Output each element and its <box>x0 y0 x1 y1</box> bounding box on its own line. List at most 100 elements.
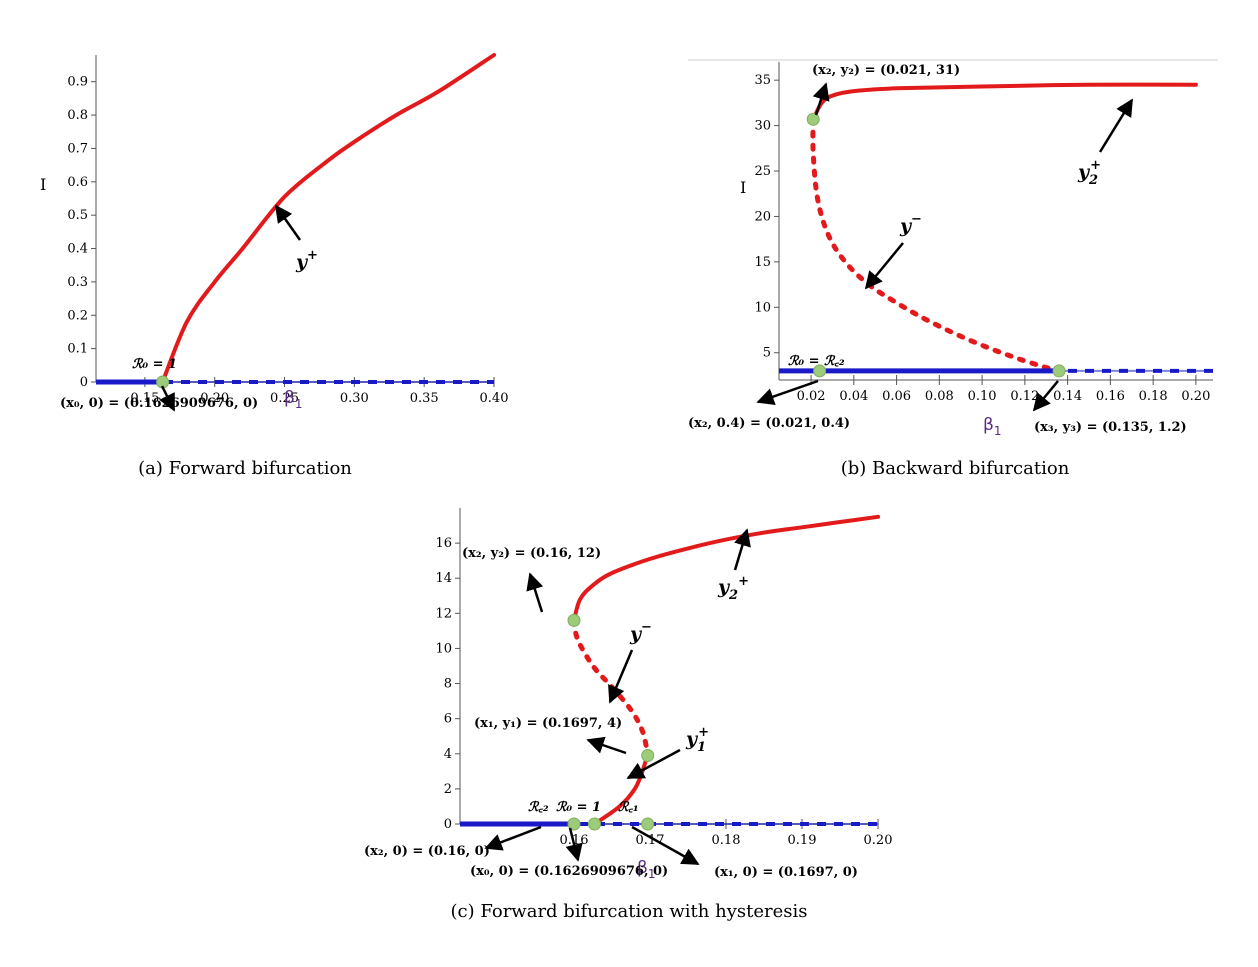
x-tick-label: 0.30 <box>340 391 369 406</box>
panel-a-ylabel: I <box>40 175 46 194</box>
y-tick-label: 0.4 <box>67 242 88 257</box>
y-tick-label: 2 <box>444 782 452 797</box>
equilibrium-point <box>588 817 602 831</box>
panel-a: 0 0.1 0.2 0.3 0.4 0.5 0.6 0.7 0.8 0.9 0.15 0.20 0.25… <box>40 53 508 479</box>
equilibrium-point <box>567 817 581 831</box>
y-tick-label: 5 <box>763 346 771 361</box>
x-tick-label: 0.14 <box>1053 389 1082 404</box>
panel-c-plus2-label: y2+ <box>717 574 749 603</box>
panel-b-curves <box>779 82 1213 374</box>
x-tick-label: 0.08 <box>925 389 954 404</box>
panel-c-right-point-label: (x₁, 0) = (0.1697, 0) <box>714 865 858 880</box>
panel-a-point-arrow <box>159 385 176 412</box>
x-tick-label: 0.16 <box>1096 389 1125 404</box>
x-tick-label: 0.17 <box>636 833 665 848</box>
panel-c-left-arrow <box>484 825 542 851</box>
unstable-branch-line <box>810 116 1060 374</box>
y-tick-label: 0 <box>80 375 88 390</box>
y-tick-label: 16 <box>435 536 452 551</box>
y-tick-label: 14 <box>435 571 452 586</box>
panel-b-right-arrow <box>1032 380 1059 412</box>
panel-c-mid-zero-label: (x₀, 0) = (0.1626909676, 0) <box>470 864 668 879</box>
x-tick-label: 0.20 <box>1181 389 1210 404</box>
panel-c-rc2-label: ℛ꜀₂ <box>528 800 549 815</box>
y-tick-label: 0 <box>444 817 452 832</box>
stable-branch-line <box>572 514 880 623</box>
panel-c-minus-arrow <box>608 649 634 704</box>
panel-a-point-label: (x₀, 0) = (0.1626909676, 0) <box>60 396 258 411</box>
y-tick-label: 30 <box>754 119 771 134</box>
panel-b-caption: (b) Backward bifurcation <box>841 458 1070 479</box>
y-tick-label: 12 <box>435 606 452 621</box>
panel-b-left-point-label: (x₂, 0.4) = (0.021, 0.4) <box>688 416 850 431</box>
panel-b-right-point-label: (x₃, y₃) = (0.135, 1.2) <box>1034 420 1187 435</box>
panel-c-xlabel: β1 <box>637 858 656 881</box>
panel-b-xlabel: β1 <box>983 415 1002 438</box>
panel-b-minus-label: y− <box>899 212 922 237</box>
stable-branch-line <box>160 53 496 384</box>
panel-c-top-point-label: (x₂, y₂) = (0.16, 12) <box>462 546 601 561</box>
y-tick-label: 20 <box>754 209 771 224</box>
y-tick-label: 4 <box>444 747 452 762</box>
panel-b-ylabel: I <box>740 178 746 197</box>
panel-b-points <box>806 112 1066 378</box>
equilibrium-point <box>813 364 827 378</box>
panel-c-mid-arrow <box>586 736 627 755</box>
x-tick-label: 0.20 <box>200 391 229 406</box>
panel-a-curve-arrow <box>274 204 302 241</box>
panel-a-xlabel: β1 <box>284 388 303 411</box>
panel-b: 5 10 15 20 25 30 35 0.02 0.04 0.06 0.08 0.10 0.12 0.1… <box>688 59 1218 479</box>
x-tick-label: 0.40 <box>480 391 509 406</box>
panel-c-left-point-label: (x₂, 0) = (0.16, 0) <box>364 844 490 859</box>
y-tick-label: 8 <box>444 677 452 692</box>
x-tick-label: 0.18 <box>1139 389 1168 404</box>
panel-a-r0-label: ℛ₀ = 1 <box>132 357 177 372</box>
x-tick-label: 0.12 <box>1010 389 1039 404</box>
equilibrium-point <box>567 613 581 627</box>
y-tick-label: 10 <box>754 300 771 315</box>
panel-b-top-arrow <box>812 82 830 116</box>
panel-c-top-arrow <box>526 572 544 613</box>
panel-c-plus1-arrow <box>626 748 681 780</box>
equilibrium-point <box>1052 364 1066 378</box>
x-tick-label: 0.04 <box>839 389 868 404</box>
equilibrium-point <box>641 817 655 831</box>
equilibrium-point <box>806 112 820 126</box>
panel-c-minus-label: y− <box>629 620 652 645</box>
panel-a-curve-label: y+ <box>295 248 318 273</box>
panel-a-curves <box>96 53 496 385</box>
panel-b-top-point-label: (x₂, y₂) = (0.021, 31) <box>812 63 960 78</box>
panel-c-plus1-label: y1+ <box>685 725 709 755</box>
x-tick-label: 0.15 <box>130 391 159 406</box>
panel-c-mid-zero-arrow <box>565 827 583 862</box>
x-tick-label: 0.10 <box>968 389 997 404</box>
y-tick-label: 15 <box>754 255 771 270</box>
y-tick-label: 0.1 <box>67 342 88 357</box>
x-tick-label: 0.06 <box>882 389 911 404</box>
y-tick-label: 35 <box>754 73 771 88</box>
panel-c-mid-point-label: (x₁, y₁) = (0.1697, 4) <box>474 716 622 731</box>
panel-c-curves <box>460 514 880 827</box>
panel-c-r0-label: ℛ₀ = 1 <box>556 800 601 815</box>
stable-branch-line <box>811 82 1198 122</box>
y-tick-label: 0.2 <box>67 308 88 323</box>
x-tick-label: 0.25 <box>270 391 299 406</box>
panel-b-axes: 5 10 15 20 25 30 35 0.02 0.04 0.06 0.08 0.10 0.12 0.1… <box>754 62 1213 404</box>
y-tick-label: 10 <box>435 641 452 656</box>
panel-c-plus2-arrow <box>733 528 751 571</box>
x-tick-label: 0.35 <box>410 391 439 406</box>
y-tick-label: 25 <box>754 164 771 179</box>
x-tick-label: 0.18 <box>712 833 741 848</box>
y-tick-label: 0.3 <box>67 275 88 290</box>
panel-b-minus-arrow <box>864 242 904 290</box>
panel-a-axes: 0 0.1 0.2 0.3 0.4 0.5 0.6 0.7 0.8 0.9 0.15 0.20 0.25… <box>67 55 508 406</box>
y-tick-label: 6 <box>444 712 452 727</box>
panel-b-rc-label: ℛ₀ = ℛ꜀₂ <box>788 354 845 369</box>
y-tick-label: 0.6 <box>67 175 88 190</box>
panel-c-rc1-label: ℛ꜀₁ <box>618 800 639 815</box>
panel-a-caption: (a) Forward bifurcation <box>138 458 352 479</box>
panel-c-right-arrow <box>631 825 700 866</box>
y-tick-label: 0.8 <box>67 108 88 123</box>
